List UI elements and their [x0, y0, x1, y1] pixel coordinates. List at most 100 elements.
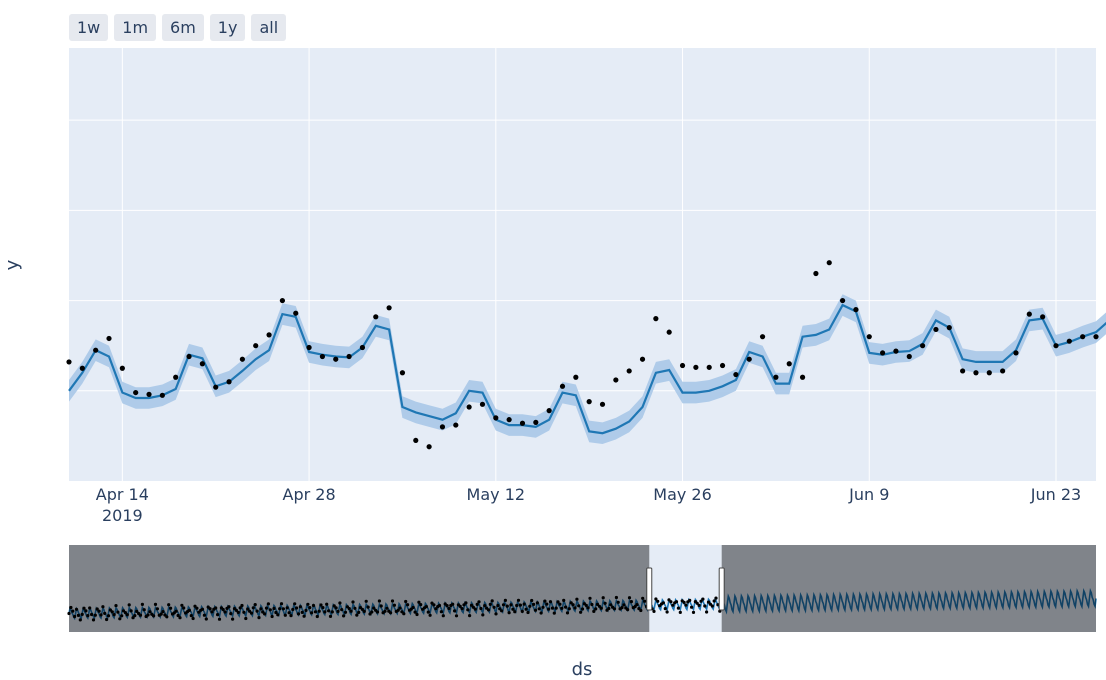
range-slider-handle-right[interactable]	[718, 567, 725, 611]
range-slider-point	[663, 607, 667, 611]
range-slider-point	[195, 606, 199, 610]
range-slider-point	[214, 606, 218, 610]
actual-point	[293, 310, 299, 316]
range-slider-point	[340, 608, 344, 612]
actual-point	[1000, 368, 1006, 374]
range-slider-point	[447, 606, 451, 611]
range-slider-point	[545, 602, 549, 606]
range-slider[interactable]	[67, 545, 1097, 632]
range-slider-point	[251, 606, 255, 610]
range-slider-point	[434, 607, 438, 611]
range-slider-point	[654, 597, 658, 601]
actual-point	[666, 329, 672, 335]
range-slider-point	[129, 609, 133, 613]
range-slider-point	[458, 604, 462, 609]
range-slider-point	[349, 609, 353, 613]
range-slider-point	[483, 604, 487, 608]
range-slider-point	[347, 607, 351, 611]
range-selector: 1w 1m 6m 1y all	[69, 14, 287, 41]
actual-point	[93, 347, 99, 353]
range-slider-point	[706, 600, 711, 604]
range-slider-point	[385, 606, 389, 610]
range-slider-point	[246, 607, 250, 611]
range-button-1w[interactable]: 1w	[69, 14, 109, 41]
range-button-1y[interactable]: 1y	[209, 14, 246, 41]
range-slider-point	[293, 602, 297, 606]
range-slider-point	[451, 602, 455, 606]
range-slider-point	[532, 602, 536, 607]
range-button-1m[interactable]: 1m	[114, 14, 157, 41]
range-slider-point	[135, 609, 139, 614]
range-slider-point	[554, 606, 558, 610]
actual-point	[399, 370, 406, 376]
range-slider-point	[285, 606, 289, 610]
actual-point	[546, 408, 552, 414]
range-slider-point	[588, 596, 592, 600]
actual-point	[973, 370, 979, 376]
range-slider-point	[674, 600, 679, 604]
range-slider-point	[479, 606, 483, 611]
range-slider-point	[152, 614, 156, 618]
range-slider-point	[317, 609, 321, 613]
range-slider-point	[351, 600, 355, 604]
range-slider-mask-left	[69, 545, 650, 632]
x-tick-label: May 12	[467, 485, 526, 504]
range-slider-point	[153, 602, 158, 607]
range-slider-point	[313, 610, 317, 614]
actual-point	[359, 344, 366, 351]
range-slider-forecast-line	[68, 587, 1097, 621]
range-slider-point	[560, 606, 564, 610]
range-slider-point	[360, 607, 364, 612]
range-slider-point	[291, 607, 295, 612]
actual-point	[653, 316, 659, 322]
actual-point	[706, 364, 712, 370]
range-slider-point	[180, 603, 184, 607]
range-slider-point	[249, 611, 254, 615]
range-slider-point	[500, 609, 504, 613]
range-slider-point	[304, 608, 308, 613]
actual-point	[279, 297, 286, 304]
range-slider-point	[669, 600, 673, 604]
range-slider-point	[338, 601, 342, 605]
range-slider-point	[148, 610, 152, 614]
range-slider-point	[343, 610, 348, 614]
actual-point	[559, 383, 566, 389]
range-slider-mask-right	[721, 545, 1096, 632]
range-slider-point	[231, 617, 235, 621]
actual-point	[839, 297, 846, 304]
range-slider-point	[278, 607, 282, 611]
range-slider-point	[308, 606, 312, 610]
range-slider-point	[204, 617, 208, 621]
range-slider-point	[174, 609, 178, 613]
range-slider-point	[69, 605, 73, 610]
range-slider-point	[564, 605, 568, 609]
range-slider-point	[99, 613, 103, 617]
range-slider-point	[714, 596, 718, 600]
range-slider-point	[437, 603, 442, 608]
range-slider-point	[492, 605, 496, 609]
range-button-6m[interactable]: 6m	[162, 14, 204, 41]
range-slider-point	[221, 607, 225, 612]
range-slider-point	[295, 606, 299, 610]
actual-point	[1013, 350, 1019, 356]
range-slider-point	[498, 607, 502, 611]
range-slider-point	[97, 609, 101, 613]
range-slider-point	[419, 603, 423, 607]
range-slider-point	[125, 613, 129, 617]
range-slider-point	[682, 600, 686, 605]
range-slider-point	[234, 608, 238, 613]
actual-point	[599, 401, 606, 407]
range-slider-point	[477, 600, 481, 604]
actual-point	[1093, 334, 1099, 340]
range-slider-handle-left[interactable]	[646, 567, 653, 611]
range-slider-point	[522, 602, 526, 606]
range-slider-point	[496, 603, 500, 608]
actual-point	[173, 374, 179, 380]
range-slider-point	[454, 614, 459, 618]
range-slider-point	[357, 610, 361, 615]
range-button-all[interactable]: all	[251, 14, 287, 41]
range-slider-point	[622, 603, 626, 607]
range-slider-point	[120, 614, 124, 618]
range-slider-point	[227, 605, 231, 609]
range-slider-point	[539, 611, 543, 615]
